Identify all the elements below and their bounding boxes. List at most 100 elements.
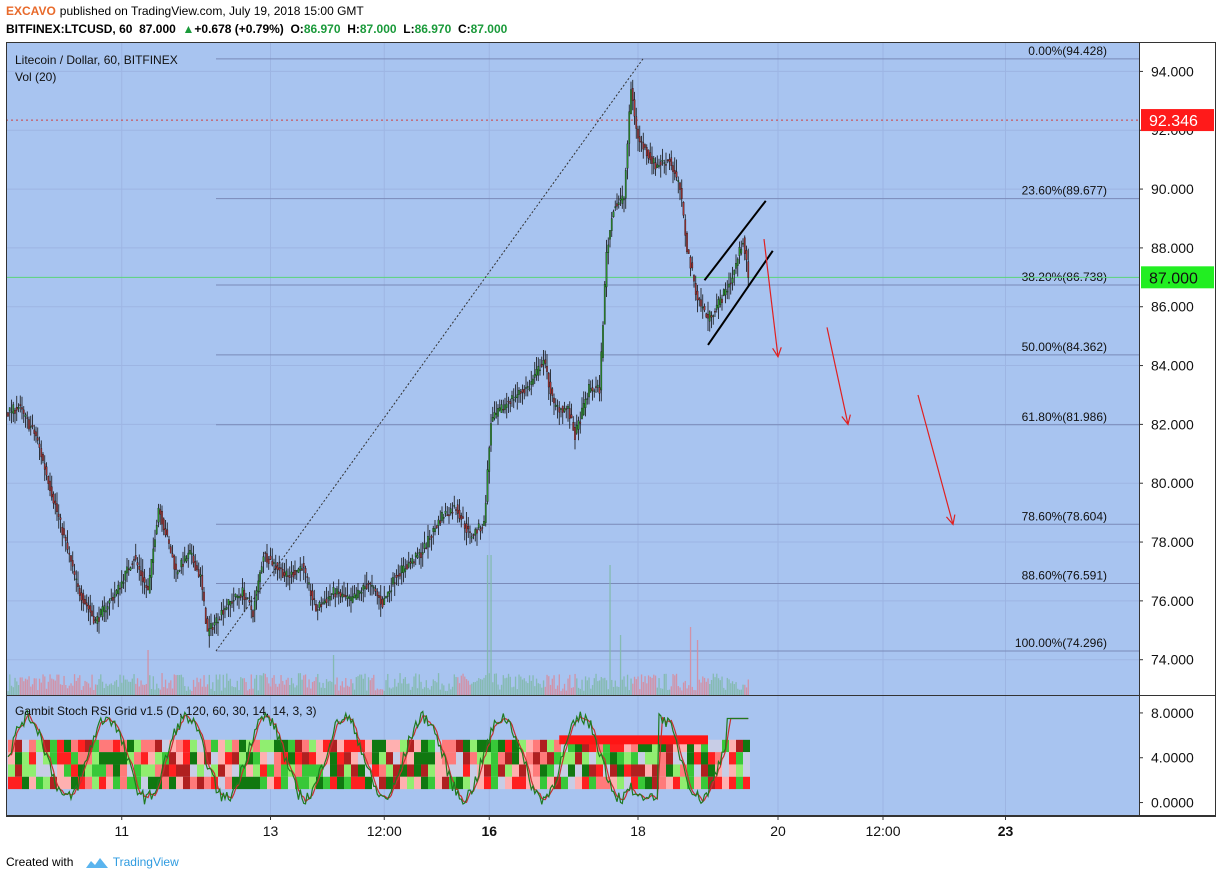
candle-body bbox=[404, 568, 407, 572]
rsi-grid-cell bbox=[463, 776, 470, 790]
volume-bar bbox=[696, 640, 699, 695]
rsi-grid-cell bbox=[673, 764, 680, 777]
candle-body bbox=[82, 593, 85, 604]
tradingview-brand[interactable]: TradingView bbox=[112, 855, 179, 869]
volume-bar bbox=[327, 681, 329, 695]
rsi-grid-cell bbox=[169, 776, 176, 790]
volume-bar bbox=[226, 673, 228, 695]
candle-body bbox=[542, 360, 545, 365]
rsi-grid-cell bbox=[211, 739, 218, 753]
volume-bar bbox=[329, 680, 331, 695]
candle-body bbox=[584, 399, 587, 408]
price-axis-label: 78.000 bbox=[1151, 534, 1194, 550]
candle-body bbox=[556, 405, 559, 407]
candle-body bbox=[710, 315, 713, 318]
rsi-grid-cell bbox=[491, 776, 498, 790]
rsi-grid-cell bbox=[253, 764, 260, 777]
rsi-grid-cell bbox=[449, 752, 456, 765]
volume-bar bbox=[150, 689, 153, 695]
candle-body bbox=[673, 170, 676, 174]
candle-body bbox=[299, 566, 302, 571]
volume-bar bbox=[387, 673, 389, 695]
candle-body bbox=[701, 306, 704, 309]
rsi-grid-cell bbox=[722, 764, 729, 777]
candle-body bbox=[36, 437, 39, 441]
candle-body bbox=[502, 408, 505, 411]
candle-body bbox=[138, 565, 141, 570]
volume-bar bbox=[9, 674, 11, 695]
rsi-grid-cell bbox=[141, 739, 148, 753]
rsi-grid-cell bbox=[407, 739, 414, 753]
candle-body bbox=[411, 557, 414, 564]
volume-bar bbox=[171, 688, 174, 695]
chart-area[interactable]: 0.00%(94.428) 23.60%(89.677) 38.20%(86.738… bbox=[6, 42, 1216, 844]
candle-body bbox=[252, 610, 254, 618]
volume-bar bbox=[19, 677, 21, 695]
volume-bar bbox=[138, 686, 140, 695]
volume-bar bbox=[47, 681, 49, 695]
volume-bar bbox=[516, 689, 518, 695]
candle-body bbox=[535, 369, 538, 376]
volume-bar bbox=[108, 684, 111, 695]
rsi-grid-cell bbox=[309, 764, 316, 777]
volume-bar bbox=[110, 683, 112, 695]
rsi-grid-cell bbox=[673, 776, 680, 790]
rsi-grid-cell bbox=[190, 764, 197, 777]
rsi-grid-cell bbox=[232, 739, 239, 753]
candle-body bbox=[444, 510, 447, 514]
rsi-grid-cell bbox=[498, 764, 505, 777]
rsi-grid-cell bbox=[197, 752, 204, 765]
volume-legend: Vol (20) bbox=[15, 70, 57, 84]
volume-bar bbox=[717, 678, 720, 695]
volume-bar bbox=[103, 688, 105, 695]
volume-bar bbox=[507, 673, 510, 695]
candle-body bbox=[339, 592, 342, 597]
volume-bar bbox=[98, 679, 100, 695]
volume-bar bbox=[164, 679, 167, 695]
volume-bar bbox=[243, 678, 245, 695]
volume-bar bbox=[304, 674, 307, 695]
volume-bar bbox=[198, 682, 200, 695]
publisher-name[interactable]: EXCAVO bbox=[6, 4, 56, 18]
volume-bar bbox=[119, 674, 121, 695]
volume-bar bbox=[600, 677, 602, 695]
volume-bar bbox=[556, 685, 559, 695]
volume-bar bbox=[649, 676, 651, 695]
rsi-grid-cell bbox=[736, 752, 743, 765]
candle-body bbox=[78, 588, 81, 596]
rsi-grid-cell bbox=[400, 739, 407, 753]
volume-bar bbox=[441, 683, 443, 695]
volume-bar bbox=[282, 680, 284, 695]
rsi-grid-cell bbox=[561, 752, 568, 765]
volume-bar bbox=[269, 686, 272, 695]
candle-body bbox=[154, 539, 156, 548]
candle-body bbox=[169, 546, 172, 554]
rsi-grid-cell bbox=[400, 752, 407, 765]
rsi-grid-cell bbox=[449, 739, 456, 753]
volume-bar bbox=[455, 677, 457, 695]
rsi-grid-cell bbox=[330, 764, 337, 777]
volume-bar bbox=[21, 677, 23, 695]
volume-bar bbox=[591, 685, 594, 695]
rsi-grid-cell bbox=[666, 739, 673, 753]
rsi-grid-cell bbox=[267, 776, 274, 790]
volume-bar bbox=[644, 676, 646, 695]
symbol-label: BITFINEX:LTCUSD, 60 bbox=[6, 22, 133, 36]
volume-bar bbox=[590, 688, 592, 695]
rsi-grid-cell bbox=[183, 764, 190, 777]
volume-bar bbox=[416, 688, 419, 695]
volume-bar bbox=[248, 689, 251, 695]
candle-body bbox=[453, 505, 456, 507]
candle-body bbox=[526, 386, 529, 388]
rsi-grid-cell bbox=[701, 752, 708, 765]
candle-body bbox=[707, 314, 709, 319]
volume-bar bbox=[509, 676, 511, 695]
candle-body bbox=[194, 561, 197, 571]
candle-body bbox=[59, 517, 62, 520]
rsi-grid-cell bbox=[708, 739, 715, 753]
volume-bar bbox=[551, 678, 553, 695]
fib-level-label: 23.60%(89.677) bbox=[1022, 184, 1107, 198]
price-chart[interactable]: 0.00%(94.428)23.60%(89.677)38.20%(86.738… bbox=[6, 42, 1216, 844]
rsi-grid-cell bbox=[743, 764, 750, 777]
candle-body bbox=[687, 249, 690, 254]
